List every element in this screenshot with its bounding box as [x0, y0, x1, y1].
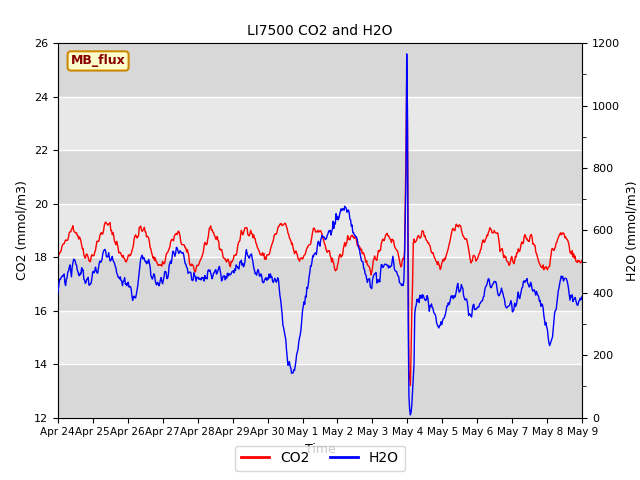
Bar	[58, 204, 582, 257]
Bar	[58, 43, 582, 96]
Legend: CO2, H2O: CO2, H2O	[236, 445, 404, 471]
Y-axis label: CO2 (mmol/m3): CO2 (mmol/m3)	[15, 180, 28, 280]
X-axis label: Time: Time	[305, 443, 335, 456]
Bar	[58, 150, 582, 204]
Title: LI7500 CO2 and H2O: LI7500 CO2 and H2O	[247, 24, 393, 38]
Bar	[58, 364, 582, 418]
Text: MB_flux: MB_flux	[70, 54, 125, 67]
Bar	[58, 96, 582, 150]
Y-axis label: H2O (mmol/m3): H2O (mmol/m3)	[626, 180, 639, 281]
Bar	[58, 257, 582, 311]
Bar	[58, 311, 582, 364]
Bar	[58, 0, 582, 43]
